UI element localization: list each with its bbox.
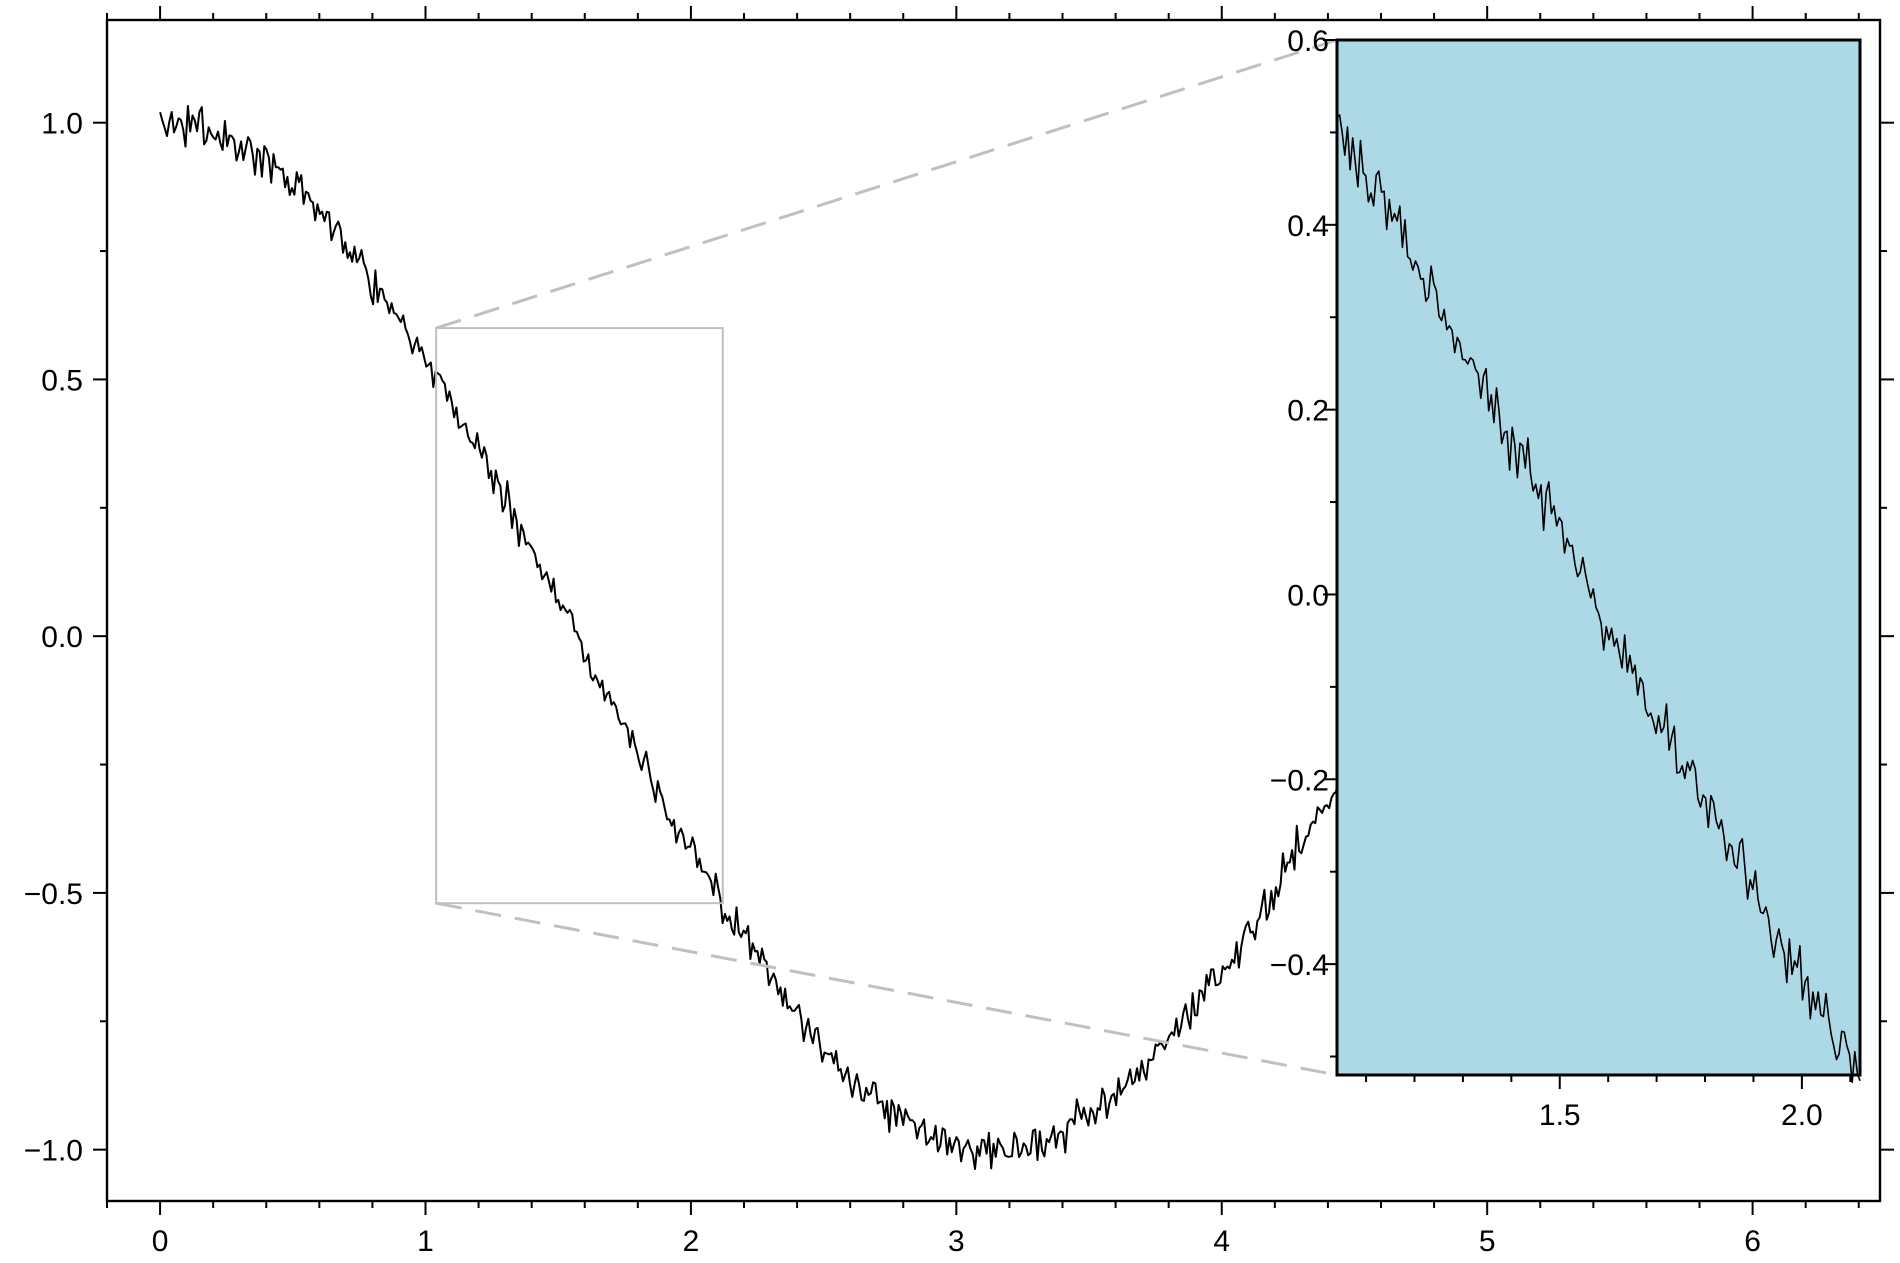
y-tick-label: 0.0 bbox=[41, 621, 83, 654]
inset-y-tick-label: 0.0 bbox=[1287, 579, 1329, 612]
main-plot: 0 1 2 3 4 5 6 1.0 0.5 0.0 −0.5 −1.0 bbox=[24, 6, 1894, 1258]
inset-x-tick-label: 1.5 bbox=[1539, 1099, 1581, 1132]
inset-background bbox=[1337, 40, 1860, 1075]
y-tick-label: 1.0 bbox=[41, 108, 83, 141]
x-tick-label: 2 bbox=[683, 1225, 700, 1258]
y-tick-label: −1.0 bbox=[24, 1135, 83, 1168]
x-tick-label: 4 bbox=[1213, 1225, 1230, 1258]
x-tick-label: 1 bbox=[417, 1225, 434, 1258]
x-tick-label: 6 bbox=[1744, 1225, 1761, 1258]
inset-y-tick-label: −0.4 bbox=[1270, 949, 1329, 982]
inset-y-tick-label: −0.2 bbox=[1270, 764, 1329, 797]
main-plot-frame bbox=[105, 18, 1882, 1203]
inset-plot-frame bbox=[1335, 38, 1862, 1077]
inset-plot: 1.5 2.0 0.6 0.4 0.2 0.0 −0.2 −0.4 bbox=[1270, 25, 1862, 1132]
connector-line-bottom bbox=[435, 901, 1338, 1077]
inset-x-tick-label: 2.0 bbox=[1781, 1099, 1823, 1132]
x-tick-label: 3 bbox=[948, 1225, 965, 1258]
y-tick-label: −0.5 bbox=[24, 878, 83, 911]
zoom-connector-lines bbox=[435, 38, 1338, 1077]
x-tick-label: 0 bbox=[152, 1225, 169, 1258]
connector-line-top bbox=[435, 38, 1338, 330]
inset-series-line bbox=[1336, 114, 1861, 1084]
inset-y-tick-label: 0.4 bbox=[1287, 210, 1329, 243]
y-tick-label: 0.5 bbox=[41, 364, 83, 397]
inset-y-tick-label: 0.2 bbox=[1287, 395, 1329, 428]
zoom-region-box bbox=[435, 327, 724, 905]
inset-y-tick-label: 0.6 bbox=[1287, 25, 1329, 58]
x-tick-label: 5 bbox=[1479, 1225, 1496, 1258]
